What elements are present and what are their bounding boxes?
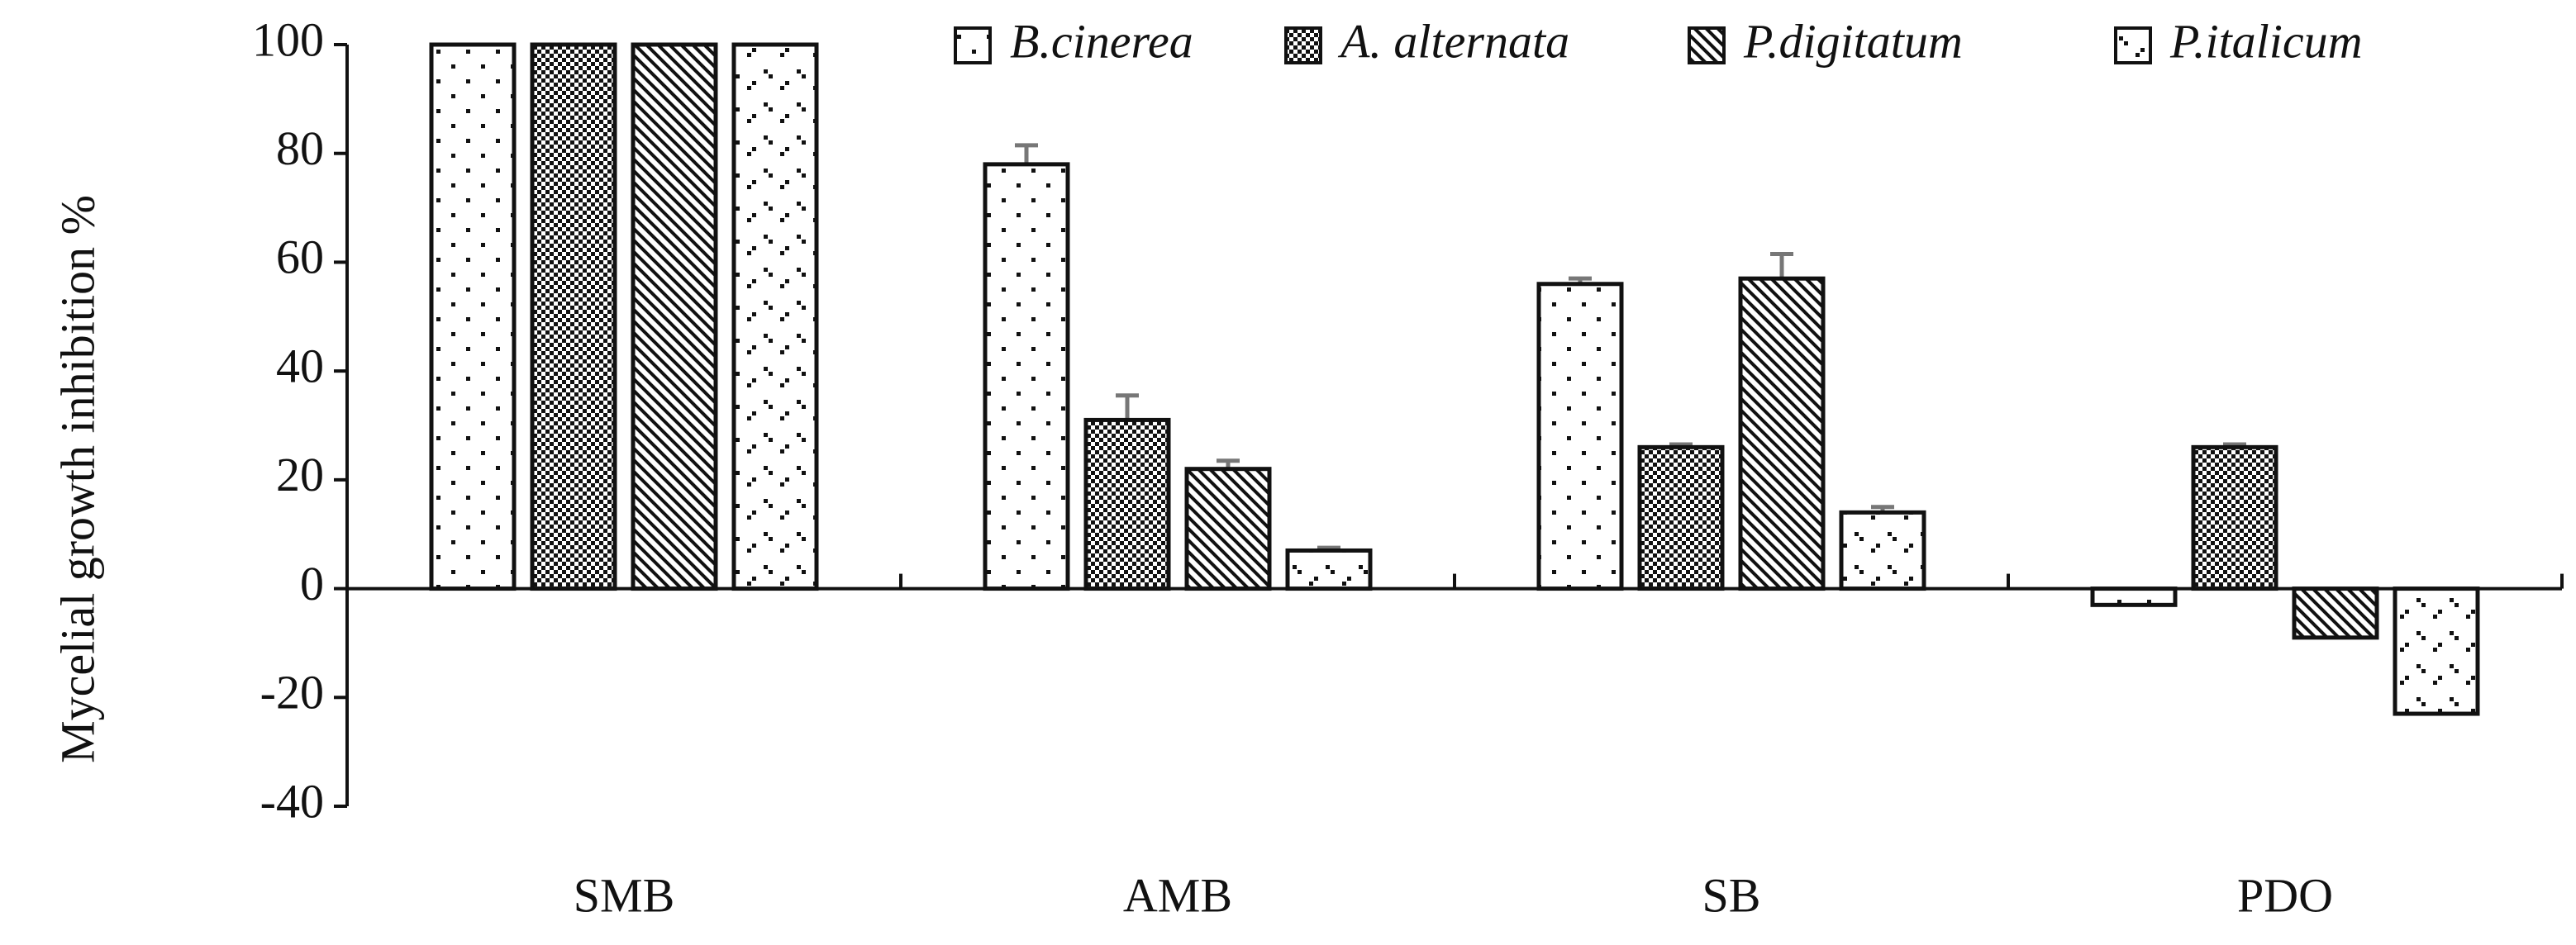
bar (2393, 586, 2480, 716)
bar (631, 42, 718, 591)
bar (1738, 276, 1826, 591)
y-tick-label: 20 (276, 448, 324, 501)
bar (530, 42, 617, 591)
y-tick-label: -40 (260, 774, 324, 828)
x-tick-label: AMB (1123, 868, 1232, 922)
legend-swatch (1688, 26, 1726, 64)
bar (429, 42, 517, 591)
bar (1184, 467, 1272, 591)
bar (2191, 444, 2278, 591)
x-tick-label: SB (1702, 868, 1761, 922)
legend-label: P.digitatum (1743, 14, 1963, 68)
y-tick-label: 0 (300, 557, 324, 610)
bar (983, 162, 1070, 591)
x-tick-label: SMB (574, 868, 675, 922)
bar (1637, 444, 1725, 591)
legend-label: A. alternata (1337, 14, 1569, 68)
y-tick-label: -20 (260, 666, 324, 719)
y-tick-label: 80 (276, 121, 324, 175)
legend-label: B.cinerea (1010, 14, 1193, 68)
legend-swatch (954, 26, 992, 64)
y-tick-label: 40 (276, 339, 324, 392)
legend-swatch (1284, 26, 1322, 64)
y-axis-title: Mycelial growth inhibition % (50, 195, 104, 763)
bar (1083, 417, 1171, 591)
bar (1285, 548, 1373, 591)
bar (2090, 586, 2178, 607)
legend-label: P.italicum (2169, 14, 2363, 68)
y-tick-label: 100 (252, 12, 324, 66)
bar (1536, 282, 1624, 591)
x-tick-label: PDO (2237, 868, 2333, 922)
bar (2292, 586, 2379, 640)
bar (1839, 510, 1926, 591)
y-tick-label: 60 (276, 230, 324, 284)
legend-swatch (2114, 26, 2152, 64)
bar (731, 42, 819, 591)
